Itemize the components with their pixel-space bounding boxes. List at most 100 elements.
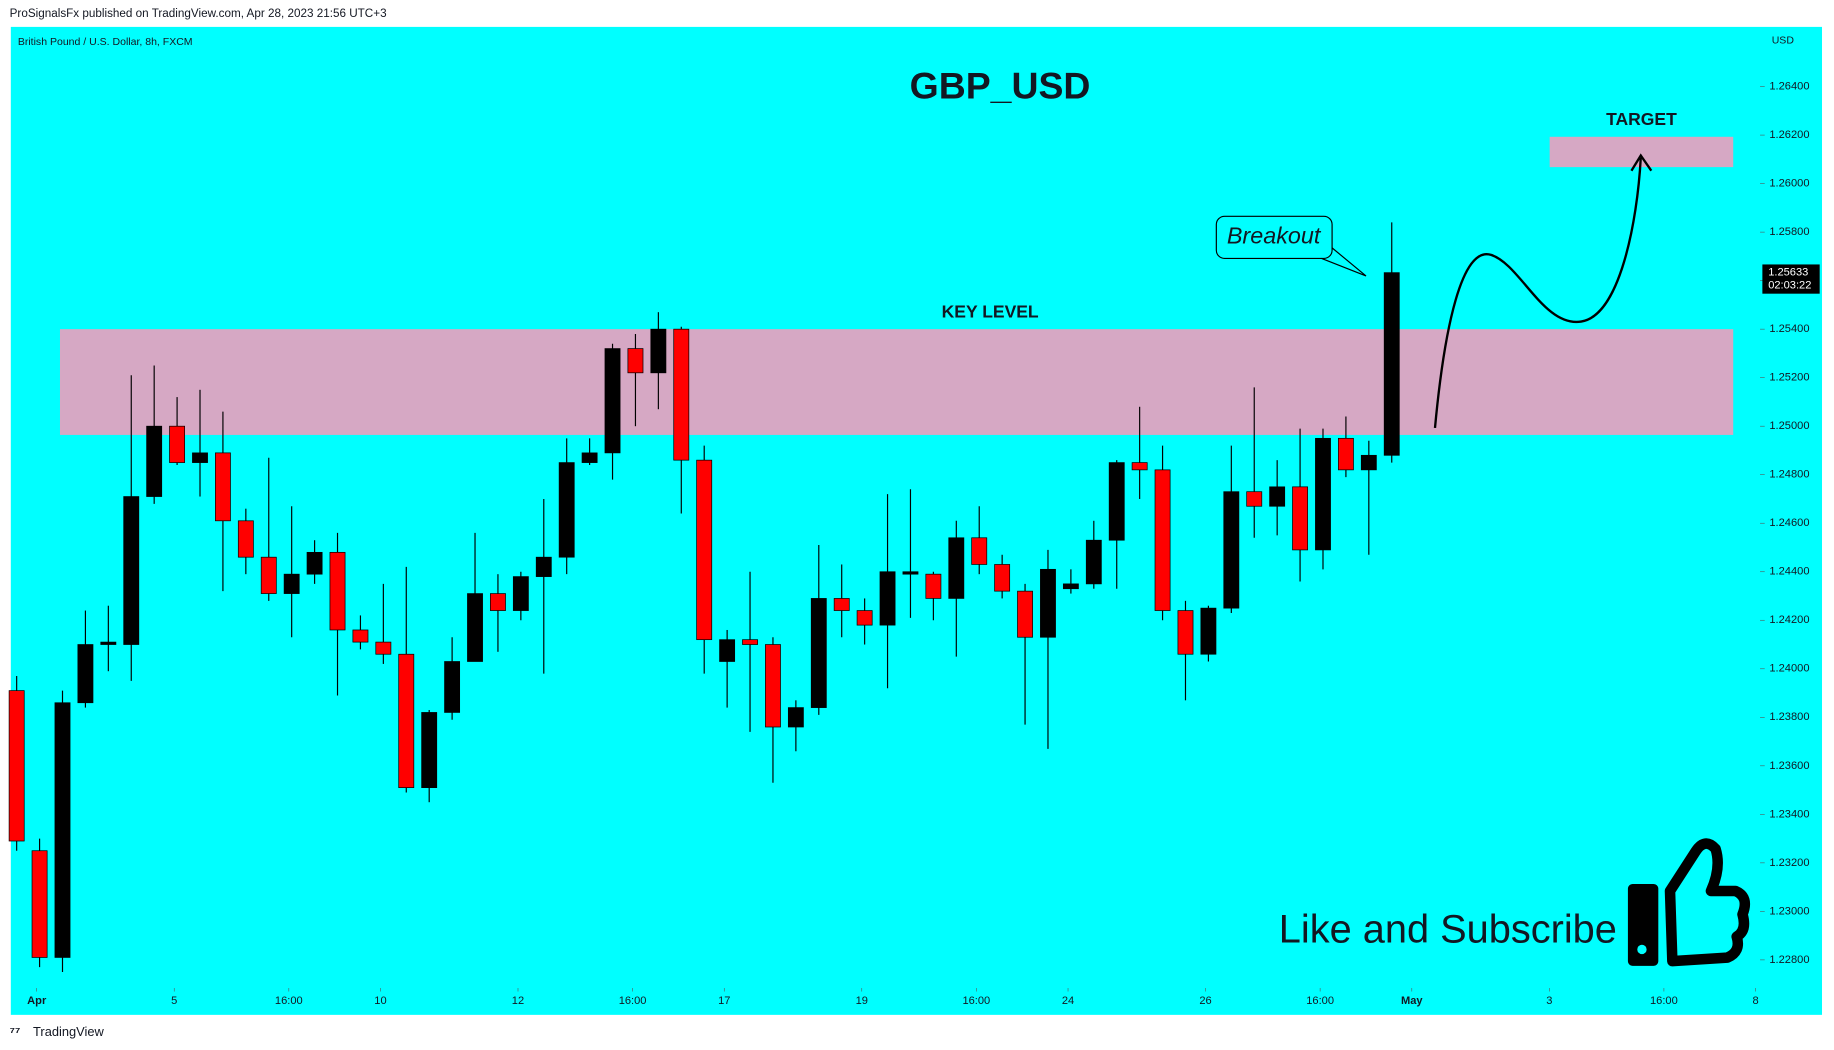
candle-body — [100, 641, 117, 645]
y-tick-label: 1.24000 — [1769, 663, 1809, 675]
candle-body — [123, 496, 140, 645]
y-tick-label: 1.23000 — [1769, 905, 1809, 917]
candle-body — [581, 452, 598, 463]
candle-body — [627, 348, 644, 374]
breakout-label: Breakout — [1227, 223, 1322, 249]
candle-body — [444, 661, 461, 713]
candle-body — [948, 537, 965, 599]
publisher-header: ProSignalsFx published on TradingView.co… — [10, 7, 387, 20]
candle-body — [306, 551, 323, 575]
zone-label: KEY LEVEL — [942, 301, 1039, 321]
x-tick-label: 16:00 — [1306, 995, 1334, 1007]
candle-body — [1062, 583, 1079, 590]
candle-body — [215, 452, 231, 522]
candle-body — [192, 452, 208, 463]
y-tick-label: 1.24400 — [1769, 566, 1809, 578]
projection-arrow — [1433, 157, 1642, 429]
thumbs-up-icon — [1627, 838, 1751, 967]
candle-body — [1315, 437, 1331, 551]
candle-body — [329, 551, 346, 631]
callout-box — [1215, 215, 1333, 259]
candle-body — [260, 556, 277, 594]
y-tick-label: 1.22800 — [1769, 954, 1809, 966]
footer-bar — [0, 1014, 1834, 1050]
candle-body — [1017, 590, 1033, 638]
callout-tail — [1321, 247, 1367, 277]
candle-body — [742, 639, 758, 645]
x-tick-label: 5 — [171, 995, 177, 1007]
x-tick-label: 16:00 — [619, 995, 647, 1007]
x-tick-label: 16:00 — [962, 995, 990, 1007]
candle-body — [1246, 491, 1263, 507]
candle-body — [283, 573, 300, 594]
y-tick-label: 1.23800 — [1769, 711, 1809, 723]
candle-body — [994, 564, 1011, 592]
candle-body — [1108, 462, 1125, 541]
candle-body — [650, 328, 667, 374]
y-tick-label: 1.24600 — [1769, 517, 1809, 529]
candle-body — [375, 641, 392, 655]
x-tick-label: May — [1401, 995, 1423, 1007]
candle-body — [1177, 610, 1194, 655]
x-tick-label: 8 — [1752, 995, 1758, 1007]
y-tick-label: 1.23400 — [1769, 808, 1809, 820]
plot: KEY LEVEL TARGET 1.22800 1.23000 1.23200 1.23… — [8, 81, 1810, 1007]
candle-body — [1200, 607, 1217, 655]
candle-body — [696, 459, 713, 641]
candle-body — [1292, 486, 1308, 551]
candle-body — [810, 598, 827, 708]
candle-body — [1040, 568, 1056, 638]
x-tick-label: 26 — [1199, 995, 1211, 1007]
candle-body — [1131, 462, 1148, 471]
x-tick-label: 10 — [374, 995, 386, 1007]
candle-body — [8, 690, 25, 842]
countdown-label: 02:03:22 — [1768, 279, 1811, 291]
candle-body — [1085, 539, 1102, 585]
last-price-label: 1.25633 — [1768, 267, 1808, 279]
candle-body — [146, 425, 163, 497]
x-tick-label: 24 — [1062, 995, 1074, 1007]
candle-body — [1269, 486, 1286, 507]
candle-body — [719, 639, 736, 662]
candle-body — [1360, 454, 1377, 471]
candle-body — [765, 644, 781, 728]
x-tick-label: 16:00 — [1650, 995, 1678, 1007]
candle-body — [971, 537, 988, 565]
subscribe-label: Like and Subscribe — [1279, 907, 1617, 951]
candle-body — [398, 653, 415, 789]
footer-brand: TradingView — [33, 1024, 104, 1039]
candle-body — [237, 520, 254, 558]
y-tick-label: 1.23600 — [1769, 760, 1809, 772]
chart-background — [10, 26, 1823, 1015]
chart-title: GBP_USD — [910, 65, 1091, 107]
candle-body — [604, 348, 621, 454]
candle-body — [1154, 469, 1171, 611]
candle-body — [77, 644, 94, 704]
arrow-head — [1630, 153, 1653, 172]
y-tick-label: 1.25400 — [1769, 323, 1809, 335]
symbol-info: British Pound / U.S. Dollar, 8h, FXCM — [18, 36, 193, 48]
candle-body — [1383, 272, 1400, 456]
y-tick-label: 1.26000 — [1769, 178, 1809, 190]
candle-body — [902, 571, 919, 575]
candle-body — [833, 598, 850, 611]
candle-body — [169, 425, 186, 463]
x-tick-label: 16:00 — [275, 995, 303, 1007]
candle-body — [490, 593, 506, 611]
candle-body — [673, 328, 690, 461]
zone — [59, 329, 1734, 435]
y-tick-label: 1.25800 — [1769, 226, 1809, 238]
candle-body — [54, 702, 71, 958]
zone-label: TARGET — [1606, 109, 1677, 129]
candle-body — [1223, 491, 1240, 609]
x-tick-label: 3 — [1546, 995, 1552, 1007]
candle-body — [856, 610, 873, 626]
candle-body — [352, 629, 369, 643]
x-tick-label: 17 — [718, 995, 730, 1007]
candle-body — [512, 576, 529, 611]
y-tick-label: 1.24800 — [1769, 469, 1809, 481]
candle-body — [1337, 437, 1354, 471]
candle-body — [787, 707, 804, 728]
candle-body — [467, 593, 483, 662]
